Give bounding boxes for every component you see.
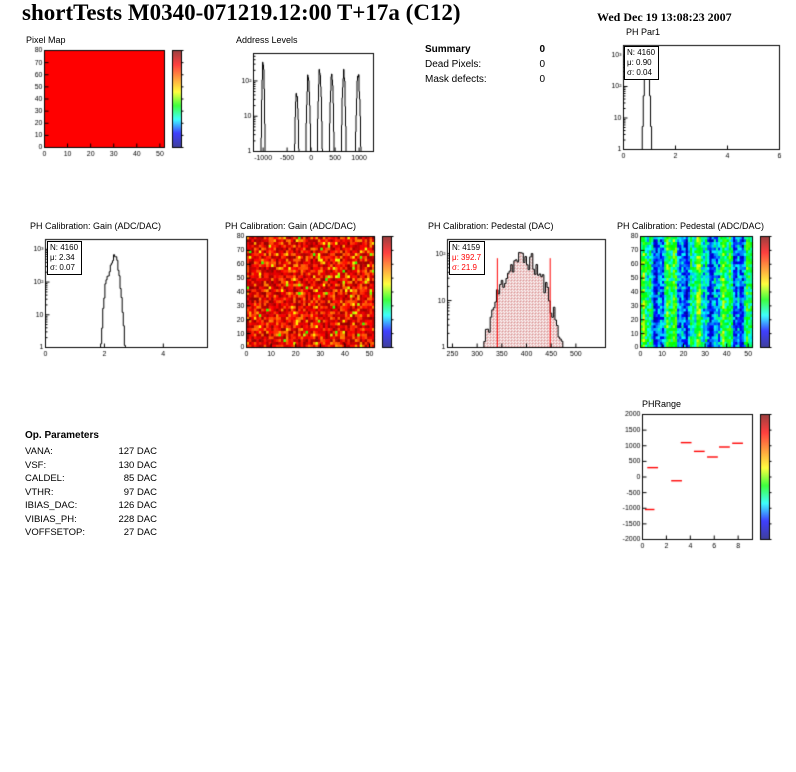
op-param-row: VOFFSETOP: 27 DAC [25, 526, 157, 540]
op-param-value: 127 DAC [118, 446, 157, 457]
op-param-value: 130 DAC [118, 459, 157, 471]
stats-entries: N: 4160 [627, 48, 656, 57]
gain-2d-panel: PH Calibration: Gain (ADC/DAC) [220, 220, 418, 366]
op-param-row: VIBIAS_PH: 228 DAC [25, 513, 157, 527]
op-param-row: VTHR: 97 DAC [25, 486, 157, 500]
op-param-value: 27 DAC [123, 527, 157, 538]
stats-mean: μ: 392.7 [452, 253, 482, 262]
stats-sigma: σ: 0.04 [627, 68, 652, 77]
ph-par1-stats-box: N: 4160 μ: 0.90 σ: 0.04 [624, 46, 660, 80]
mask-defects-row: Mask defects: 0 [425, 72, 545, 87]
summary-title: Summary [425, 44, 471, 55]
op-param-row: CALDEL: 85 DAC [25, 472, 157, 486]
ph-range-panel: PHRange [612, 398, 796, 558]
mask-defects-value: 0 [539, 74, 545, 85]
page-title: shortTests M0340-071219.12:00 T+17a (C12… [22, 0, 461, 25]
ph-range-plot [612, 410, 796, 556]
op-param-value: 85 DAC [123, 473, 157, 484]
dead-pixels-value: 0 [539, 59, 545, 70]
address-levels-panel: Address Levels [226, 34, 382, 168]
stats-sigma: σ: 0.07 [50, 263, 75, 272]
op-parameters-block: Op. Parameters VANA: 127 DAC VSF: 130 DA… [25, 428, 165, 540]
address-levels-title: Address Levels [236, 35, 298, 45]
op-param-label: VTHR: [25, 486, 54, 498]
stats-sigma: σ: 21.9 [452, 263, 477, 272]
gain-1d-stats-box: N: 4160 μ: 2.34 σ: 0.07 [47, 241, 83, 275]
pedestal-1d-panel: PH Calibration: Pedestal (DAC) N: 4159 μ… [420, 220, 614, 366]
op-param-label: VSF: [25, 459, 47, 471]
op-param-label: IBIAS_DAC: [25, 500, 78, 511]
ph-par1-title: PH Par1 [626, 27, 661, 37]
op-param-row: VSF: 130 DAC [25, 459, 157, 473]
op-param-label: CALDEL: [25, 473, 65, 484]
gain-1d-panel: PH Calibration: Gain (ADC/DAC) N: 4160 μ… [18, 220, 216, 366]
pedestal-1d-stats-box: N: 4159 μ: 392.7 σ: 21.9 [449, 241, 486, 275]
summary-header-row: Summary 0 [425, 42, 545, 57]
pedestal-2d-heatmap [614, 232, 796, 364]
address-levels-histogram [226, 46, 382, 168]
ph-range-title: PHRange [642, 399, 682, 409]
date-stamp: Wed Dec 19 13:08:23 2007 [597, 10, 732, 24]
stats-mean: μ: 0.90 [627, 58, 652, 67]
stats-entries: N: 4159 [452, 243, 481, 252]
summary-value: 0 [539, 44, 545, 55]
op-param-label: VANA: [25, 446, 53, 457]
dead-pixels-label: Dead Pixels: [425, 59, 482, 70]
op-param-label: VOFFSETOP: [25, 527, 86, 538]
mask-defects-label: Mask defects: [425, 74, 487, 85]
gain-2d-heatmap [220, 232, 418, 364]
summary-block: Summary 0 Dead Pixels: 0 Mask defects: 0 [425, 42, 555, 87]
op-param-value: 126 DAC [118, 500, 157, 511]
op-param-row: IBIAS_DAC: 126 DAC [25, 499, 157, 513]
op-param-value: 228 DAC [118, 513, 157, 525]
dead-pixels-row: Dead Pixels: 0 [425, 57, 545, 72]
gain-1d-title: PH Calibration: Gain (ADC/DAC) [30, 221, 162, 231]
ph-par1-panel: PH Par1 N: 4160 μ: 0.90 σ: 0.04 [596, 26, 788, 168]
stats-entries: N: 4160 [50, 243, 79, 252]
op-parameters-title: Op. Parameters [25, 430, 99, 441]
pedestal-2d-panel: PH Calibration: Pedestal (ADC/DAC) [614, 220, 796, 366]
op-param-label: VIBIAS_PH: [25, 513, 77, 525]
pixel-map-heatmap [18, 46, 208, 164]
gain-2d-title: PH Calibration: Gain (ADC/DAC) [225, 221, 357, 231]
stats-mean: μ: 2.34 [50, 253, 75, 262]
op-param-value: 97 DAC [123, 486, 157, 498]
op-param-row: VANA: 127 DAC [25, 445, 157, 459]
pixel-map-panel: Pixel Map [18, 34, 208, 164]
pedestal-2d-title: PH Calibration: Pedestal (ADC/DAC) [617, 221, 765, 231]
pedestal-1d-title: PH Calibration: Pedestal (DAC) [428, 221, 554, 231]
pixel-map-title: Pixel Map [26, 35, 66, 45]
